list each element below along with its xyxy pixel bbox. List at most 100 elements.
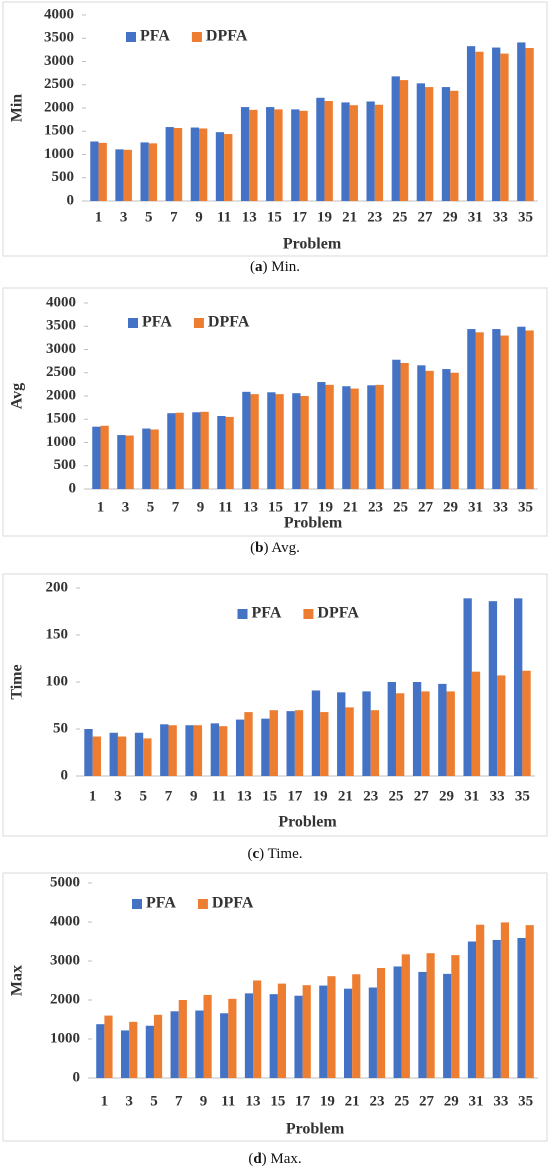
bar <box>317 382 326 489</box>
bar <box>475 332 484 489</box>
x-tick-label: 5 <box>145 209 153 225</box>
bar <box>190 127 199 201</box>
y-tick-label: 2500 <box>44 76 74 92</box>
bar <box>178 1000 187 1078</box>
x-tick-label: 11 <box>212 788 226 804</box>
x-tick-label: 21 <box>342 209 357 225</box>
x-axis-title: Problem <box>284 515 343 532</box>
bar <box>450 90 459 201</box>
bar <box>291 109 300 201</box>
x-tick-label: 7 <box>165 788 173 804</box>
bar <box>311 690 321 776</box>
y-axis-title: Max <box>9 965 26 996</box>
bar <box>294 710 304 776</box>
bar <box>393 966 402 1078</box>
x-tick-label: 31 <box>469 1093 484 1109</box>
bar <box>266 107 275 201</box>
x-tick-label: 23 <box>363 788 378 804</box>
x-tick-label: 19 <box>318 499 333 515</box>
bar <box>104 1015 113 1078</box>
x-tick-label: 17 <box>293 499 309 515</box>
x-tick-label: 17 <box>292 209 308 225</box>
bar <box>500 53 509 201</box>
legend-swatch <box>193 318 204 328</box>
bar <box>341 102 350 201</box>
y-tick-label: 3000 <box>46 341 76 357</box>
x-tick-label: 33 <box>493 499 508 515</box>
bar <box>225 416 234 489</box>
bar <box>343 988 353 1078</box>
bar <box>342 386 351 489</box>
bar <box>277 983 287 1078</box>
legend-label: PFA <box>146 895 176 912</box>
x-tick-label: 1 <box>95 209 103 225</box>
x-tick-label: 15 <box>267 209 282 225</box>
caption-part: b <box>255 540 263 556</box>
bar <box>517 42 526 202</box>
bar <box>350 388 359 489</box>
bar <box>235 719 245 776</box>
bar <box>425 87 434 201</box>
x-tick-label: 19 <box>317 209 332 225</box>
bar <box>92 426 101 489</box>
y-tick-label: 1500 <box>46 411 76 427</box>
bar <box>170 1011 179 1078</box>
bar <box>261 718 270 776</box>
bar <box>443 973 452 1078</box>
x-tick-label: 35 <box>518 209 533 225</box>
caption: (d) Max. <box>248 1151 301 1167</box>
panel-frame <box>2 573 548 837</box>
caption-part: ( <box>248 1151 253 1167</box>
x-tick-label: 33 <box>490 788 505 804</box>
y-axis-title: Time <box>9 664 26 699</box>
bar <box>375 384 384 489</box>
x-tick-label: 29 <box>439 788 454 804</box>
bar <box>153 1014 163 1078</box>
x-tick-label: 25 <box>394 1093 409 1109</box>
bar <box>274 109 283 201</box>
x-tick-label: 29 <box>443 209 458 225</box>
bar <box>368 987 377 1078</box>
bar <box>325 384 334 489</box>
legend-label: DPFA <box>212 895 254 912</box>
x-tick-label: 29 <box>444 1093 459 1109</box>
bar <box>96 1024 105 1078</box>
bar <box>392 359 401 489</box>
bar <box>492 939 501 1078</box>
y-tick-label: 1000 <box>44 146 74 162</box>
x-tick-label: 17 <box>295 1093 311 1109</box>
bar <box>160 724 169 776</box>
x-tick-label: 9 <box>195 209 203 225</box>
bar <box>425 370 434 489</box>
bar <box>240 107 250 201</box>
bar <box>90 141 99 201</box>
bar <box>200 411 209 489</box>
y-tick-label: 4000 <box>50 913 80 929</box>
y-tick-label: 2500 <box>46 364 76 380</box>
bar <box>370 710 380 776</box>
bar <box>244 993 254 1078</box>
x-tick-label: 35 <box>515 788 530 804</box>
bar <box>319 985 328 1078</box>
bar <box>129 1021 138 1078</box>
bar <box>185 725 194 776</box>
y-tick-label: 0 <box>67 192 75 208</box>
x-tick-label: 31 <box>464 788 479 804</box>
bar <box>416 83 425 201</box>
bar <box>275 394 284 489</box>
bar <box>500 335 509 489</box>
bar <box>269 994 278 1078</box>
legend-label: DPFA <box>208 314 250 331</box>
bar <box>220 1013 229 1078</box>
x-tick-label: 13 <box>242 209 257 225</box>
bar <box>215 132 225 201</box>
x-tick-label: 21 <box>338 788 353 804</box>
bar <box>467 329 476 489</box>
bar <box>451 955 460 1078</box>
y-tick-label: 0 <box>73 1069 81 1085</box>
bar <box>192 412 201 489</box>
x-tick-label: 25 <box>388 788 403 804</box>
bar <box>92 736 101 776</box>
